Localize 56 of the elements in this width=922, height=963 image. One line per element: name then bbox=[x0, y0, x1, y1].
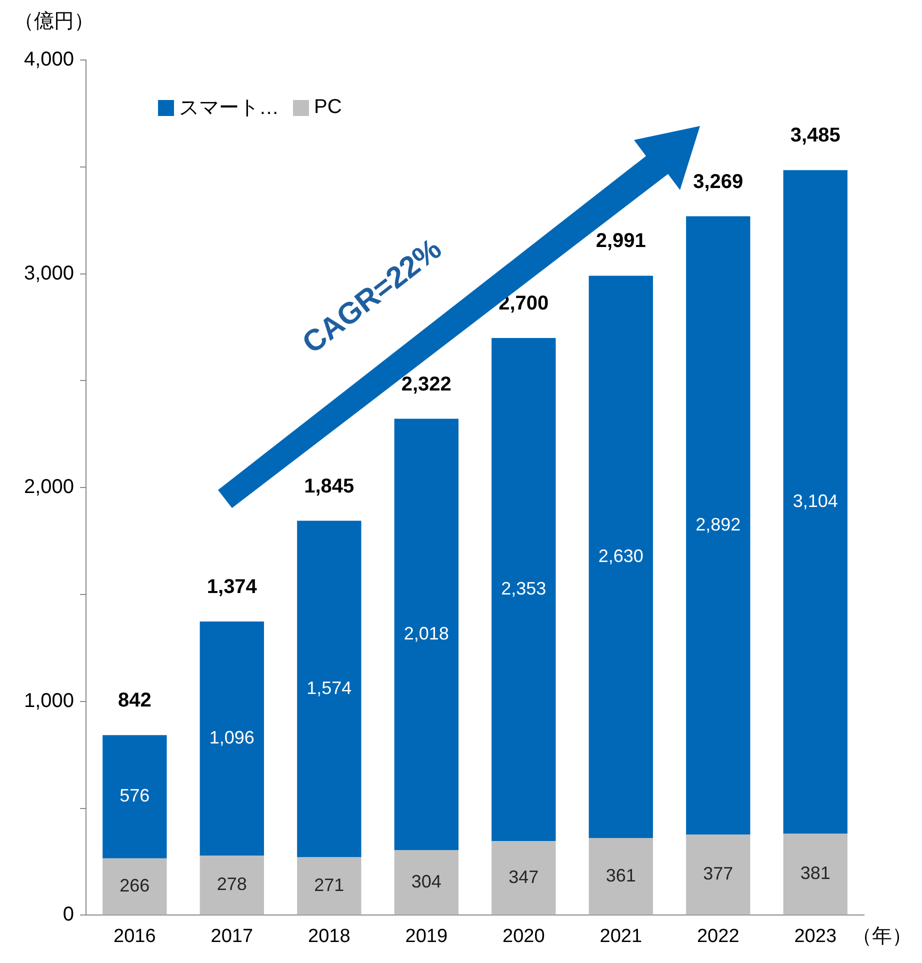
bar bbox=[200, 621, 264, 856]
bar bbox=[492, 338, 556, 842]
total-label: 842 bbox=[118, 690, 152, 712]
y-tick-label: 1,000 bbox=[24, 690, 74, 712]
data-label: 1,096 bbox=[209, 728, 254, 748]
bar bbox=[492, 841, 556, 915]
x-tick-label: 2017 bbox=[210, 926, 254, 947]
bar bbox=[102, 858, 167, 915]
data-label: 2,630 bbox=[598, 546, 644, 566]
x-tick-label: 2020 bbox=[502, 926, 545, 947]
data-label: 271 bbox=[314, 874, 344, 895]
bar bbox=[394, 850, 458, 915]
bar bbox=[588, 838, 653, 915]
x-tick-label: 2018 bbox=[308, 926, 350, 947]
bar bbox=[394, 418, 458, 850]
data-label: 278 bbox=[216, 874, 247, 894]
y-tick-label: 3,000 bbox=[24, 262, 74, 284]
legend-label: PC bbox=[314, 96, 342, 119]
total-label: 2,322 bbox=[401, 373, 452, 396]
data-label: 377 bbox=[703, 864, 734, 884]
x-tick-label: 2021 bbox=[600, 926, 642, 947]
data-label: 3,104 bbox=[792, 490, 838, 511]
total-label: 3,269 bbox=[693, 170, 744, 193]
data-label: 347 bbox=[508, 866, 539, 887]
x-tick-label: 2022 bbox=[696, 926, 740, 947]
data-label: 576 bbox=[120, 786, 150, 806]
data-label: 304 bbox=[411, 871, 442, 892]
data-label: 2,018 bbox=[404, 623, 449, 644]
bar bbox=[297, 520, 362, 858]
data-label: 1,574 bbox=[306, 678, 352, 698]
data-label: 361 bbox=[606, 865, 636, 886]
total-label: 1,374 bbox=[206, 576, 258, 598]
y-tick-label: 2,000 bbox=[24, 476, 74, 498]
bar bbox=[200, 856, 264, 915]
bar bbox=[102, 735, 167, 858]
x-axis-title: （年） bbox=[852, 926, 912, 948]
total-label: 2,991 bbox=[596, 230, 646, 252]
bar bbox=[783, 170, 848, 834]
bar bbox=[297, 857, 362, 915]
data-label: 266 bbox=[120, 875, 150, 896]
x-tick-label: 2023 bbox=[794, 926, 837, 947]
bar bbox=[686, 834, 750, 915]
x-tick-label: 2019 bbox=[405, 926, 448, 947]
bar bbox=[783, 834, 848, 915]
y-axis-title: （億円） bbox=[14, 10, 94, 33]
y-tick-label: 0 bbox=[62, 904, 74, 926]
y-tick-label: 4,000 bbox=[24, 48, 74, 71]
bar bbox=[686, 216, 750, 835]
data-label: 2,353 bbox=[501, 578, 546, 598]
data-label: 2,892 bbox=[696, 514, 741, 534]
total-label: 3,485 bbox=[790, 124, 840, 147]
total-label: 1,845 bbox=[304, 475, 354, 498]
bar bbox=[588, 276, 653, 838]
legend-label: スマート… bbox=[179, 96, 279, 121]
data-label: 381 bbox=[800, 863, 830, 884]
x-tick-label: 2016 bbox=[114, 926, 156, 947]
